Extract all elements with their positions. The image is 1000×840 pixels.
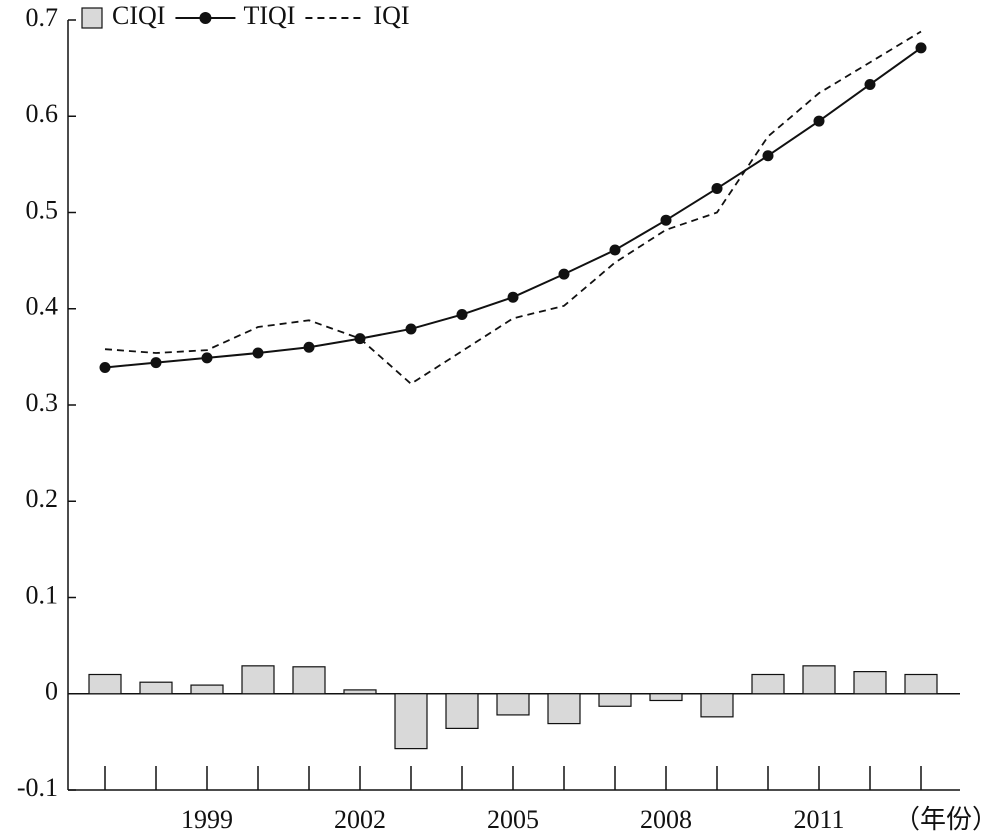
bar <box>190 684 224 695</box>
x-tick-label: 1999 <box>181 805 233 834</box>
y-tick-label: 0.5 <box>26 195 59 224</box>
marker <box>405 323 417 335</box>
bar <box>139 681 173 695</box>
bar <box>649 693 683 702</box>
marker <box>507 291 519 303</box>
y-tick-label: 0.7 <box>26 3 59 32</box>
bar <box>445 693 479 730</box>
marker <box>711 182 723 194</box>
marker <box>762 150 774 162</box>
bar <box>802 665 836 695</box>
marker <box>303 341 315 353</box>
legend-label: IQI <box>373 1 409 30</box>
bar <box>241 665 275 695</box>
y-tick-label: 0.3 <box>26 388 59 417</box>
x-tick-label: 2011 <box>793 805 844 834</box>
legend-marker <box>199 12 212 24</box>
y-tick-label: 0.4 <box>26 292 59 321</box>
legend-swatch <box>81 7 103 29</box>
y-tick-label: -0.1 <box>17 773 58 802</box>
y-tick-label: 0 <box>45 677 58 706</box>
marker <box>813 115 825 127</box>
marker <box>150 357 162 369</box>
marker <box>99 361 111 373</box>
bar <box>547 693 581 725</box>
line <box>104 47 922 369</box>
marker <box>558 268 570 280</box>
x-axis-label: （年份） <box>894 805 998 834</box>
x-tick-label: 2005 <box>487 805 539 834</box>
bar <box>598 693 632 707</box>
bar <box>292 666 326 695</box>
bar <box>496 693 530 716</box>
marker <box>456 309 468 321</box>
marker <box>252 347 264 359</box>
y-tick-label: 0.6 <box>26 99 59 128</box>
bar <box>394 693 428 750</box>
marker <box>609 244 621 256</box>
bar <box>88 673 122 695</box>
legend-label: CIQI <box>112 1 165 30</box>
legend-label: TIQI <box>243 1 295 30</box>
bar <box>904 673 938 695</box>
y-tick-label: 0.1 <box>26 580 59 609</box>
x-tick-label: 2002 <box>334 805 386 834</box>
x-tick-label: 2008 <box>640 805 692 834</box>
marker <box>915 42 927 54</box>
marker <box>864 78 876 90</box>
line <box>104 30 922 385</box>
bar <box>751 673 785 695</box>
bar <box>343 689 377 695</box>
bar <box>700 693 734 718</box>
y-tick-label: 0.2 <box>26 484 59 513</box>
marker <box>201 352 213 364</box>
bar <box>853 671 887 695</box>
marker <box>660 214 672 226</box>
